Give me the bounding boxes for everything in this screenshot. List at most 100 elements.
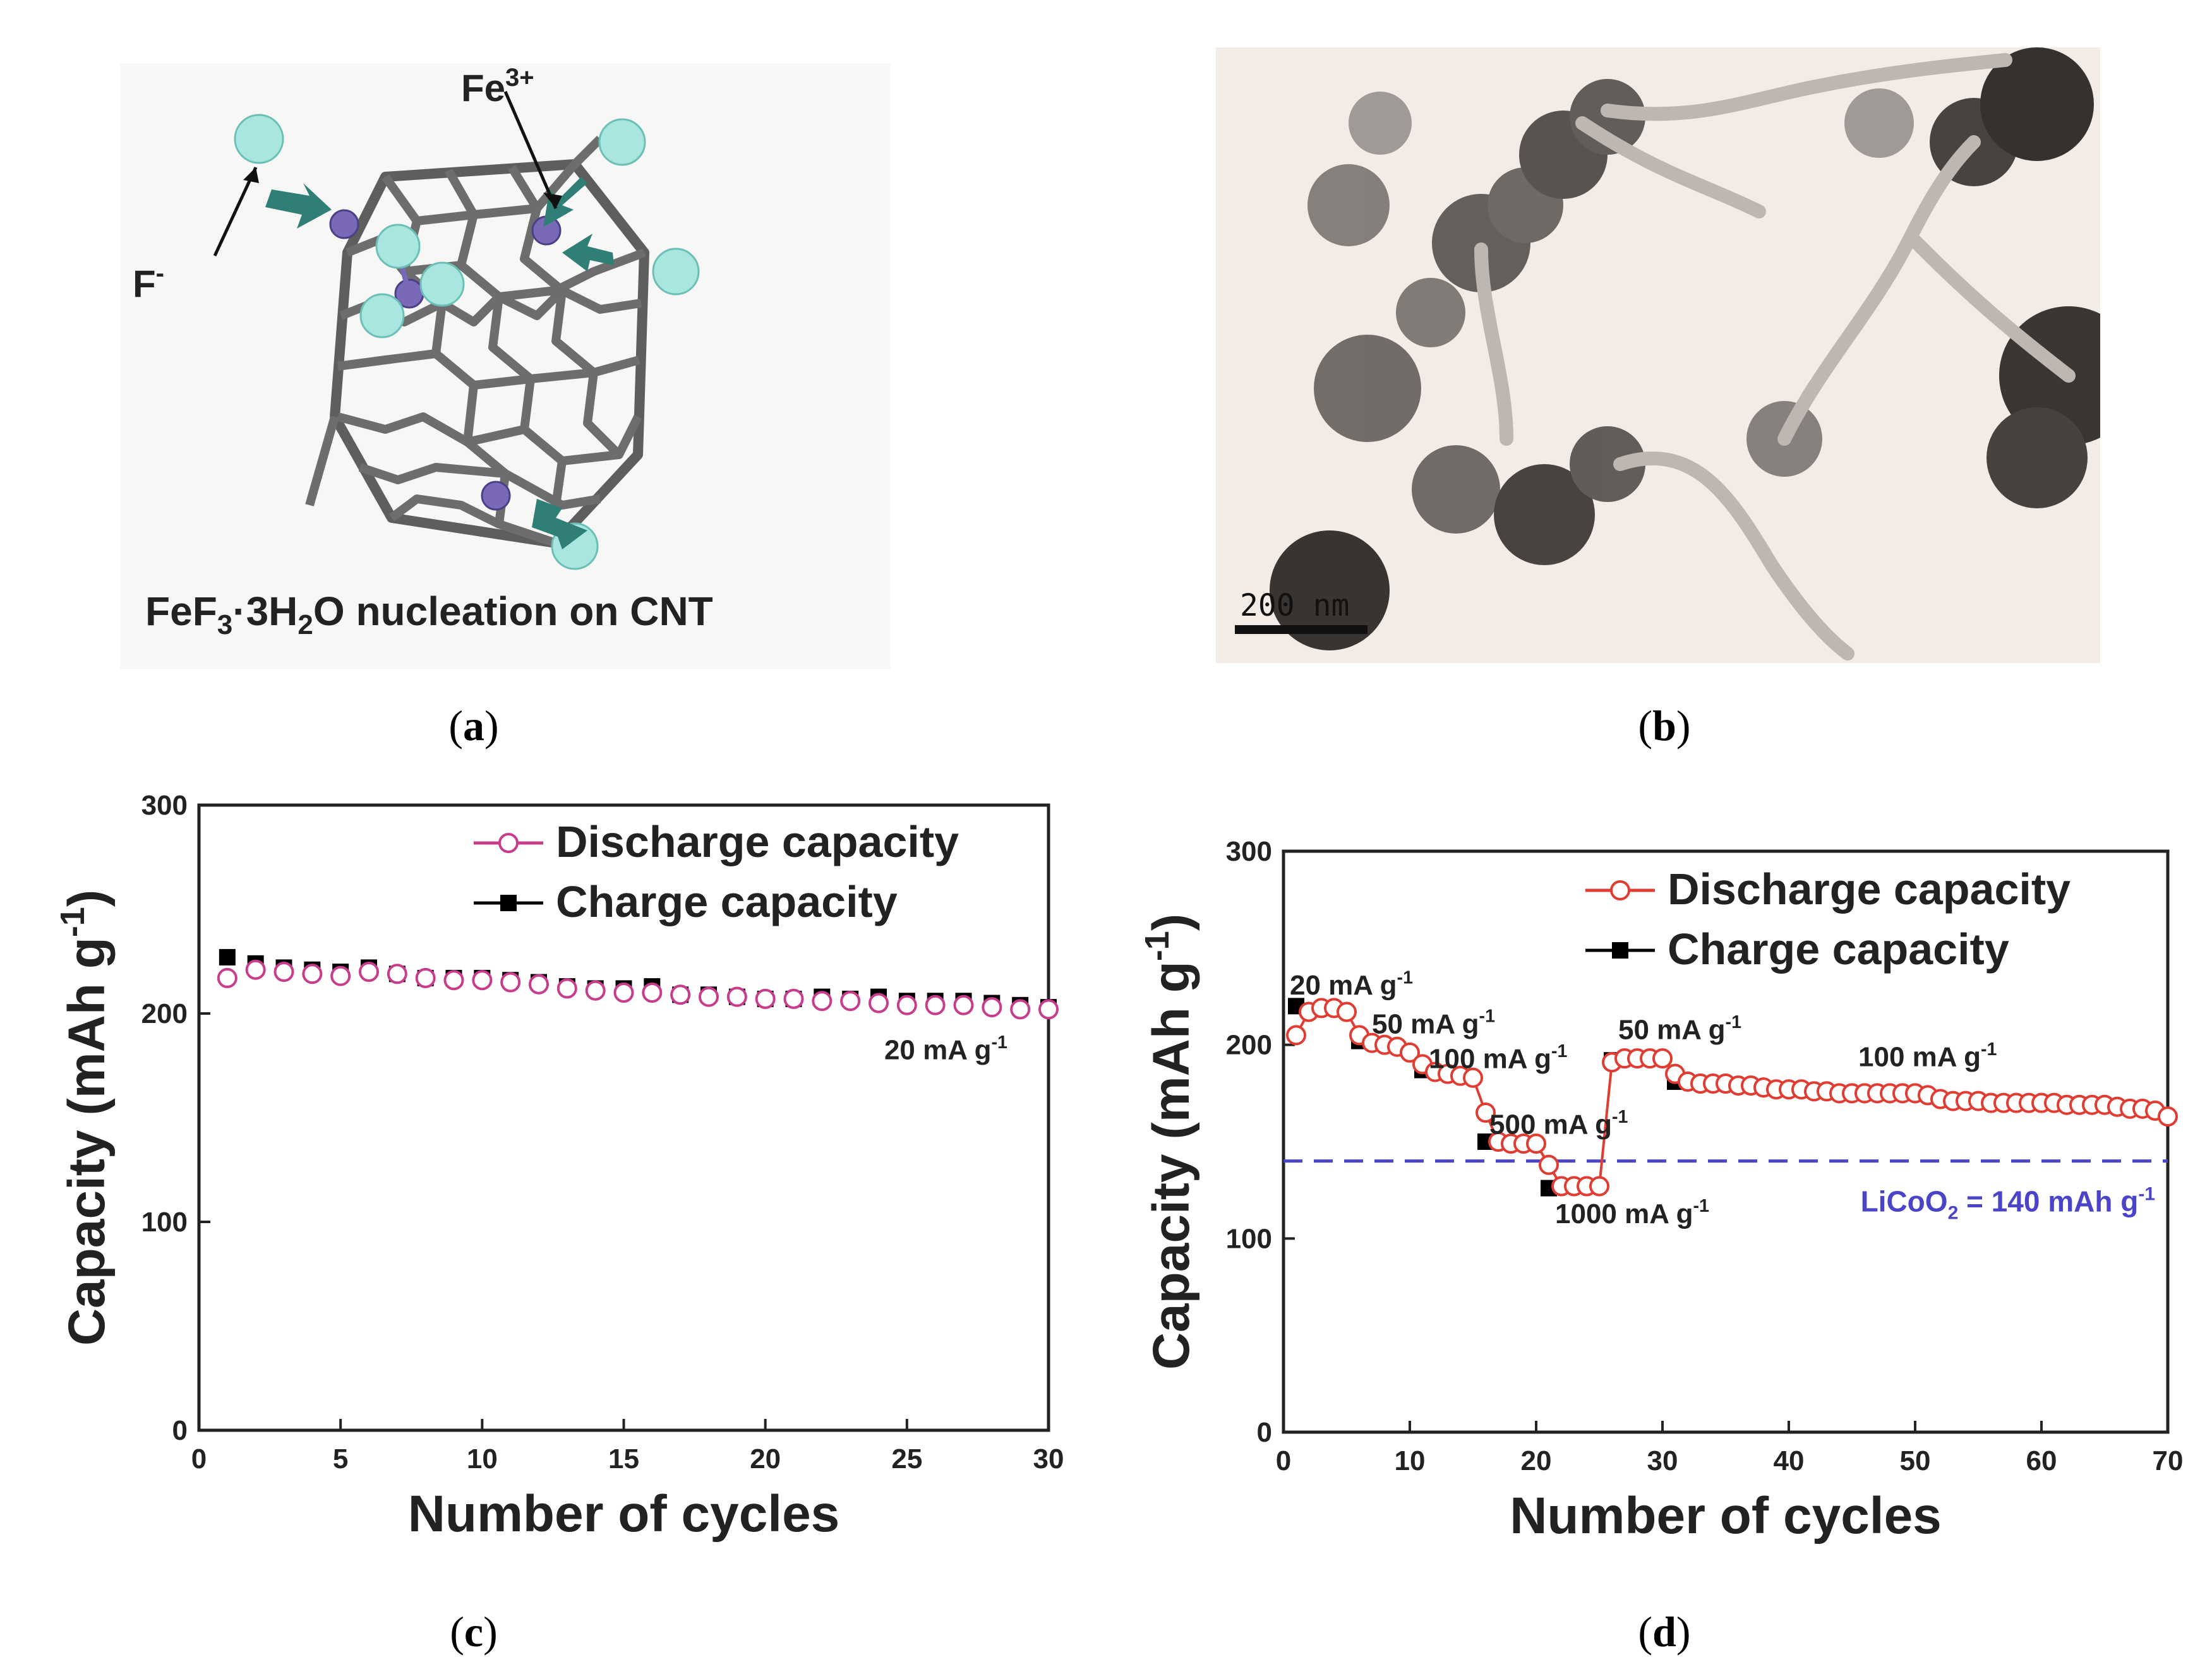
discharge-point	[1400, 1042, 1420, 1063]
fe-pointer-arrow	[503, 91, 558, 209]
discharge-point	[1337, 1001, 1357, 1022]
x-tick-label: 10	[467, 1444, 498, 1474]
discharge-point	[869, 993, 889, 1013]
discharge-point	[613, 983, 634, 1003]
x-tick-label: 25	[891, 1444, 922, 1474]
legend-entry: Charge capacity	[1585, 924, 2009, 974]
charge-point	[219, 948, 236, 966]
discharge-point	[1589, 1176, 1609, 1197]
panel-label-b: (b)	[1638, 702, 1691, 750]
y-axis-label: Capacity (mAh g-1)	[1138, 914, 1200, 1370]
rate-annotation: 20 mA g-1	[1290, 967, 1413, 1001]
discharge-point	[217, 967, 237, 988]
discharge-point	[812, 991, 833, 1012]
discharge-point	[726, 986, 747, 1007]
discharge-point	[359, 962, 379, 982]
y-axis-label: Capacity (mAh g-1)	[54, 890, 116, 1346]
legend-label: Charge capacity	[556, 877, 898, 926]
plot-frame	[1282, 849, 2170, 1434]
discharge-point	[500, 972, 521, 993]
panel-b-tem-image: 200 nm	[1216, 47, 2100, 663]
x-axis-label: Number of cycles	[408, 1485, 840, 1543]
f-label: F-	[133, 260, 164, 305]
scale-bar-label: 200 nm	[1240, 588, 1349, 623]
rate-annotation: 100 mA g-1	[1429, 1041, 1568, 1075]
x-tick-label: 50	[1900, 1445, 1931, 1476]
discharge-point	[982, 997, 1002, 1018]
discharge-point	[755, 988, 776, 1009]
rate-annotation: 50 mA g-1	[1618, 1012, 1741, 1046]
legend-label: Discharge capacity	[1668, 864, 2071, 914]
x-tick-label: 15	[608, 1444, 639, 1474]
discharge-point	[330, 966, 351, 986]
attraction-arrow-icons	[265, 177, 614, 549]
legend-entry: Charge capacity	[474, 877, 898, 926]
discharge-point	[443, 970, 464, 991]
panel-label-a: (a)	[448, 702, 499, 750]
panel-label-d: (d)	[1638, 1608, 1691, 1656]
discharge-point	[529, 974, 549, 995]
fe-atom-icons	[329, 209, 562, 511]
x-tick-label: 5	[333, 1444, 348, 1474]
discharge-point	[273, 962, 294, 982]
x-tick-label: 40	[1774, 1445, 1805, 1476]
discharge-point	[670, 984, 691, 1005]
f-pointer-arrow	[213, 166, 258, 257]
rate-annotation: 20 mA g-1	[884, 1032, 1007, 1066]
discharge-point	[585, 980, 606, 1001]
discharge-point	[245, 959, 266, 980]
legend-marker-circle	[498, 833, 519, 853]
discharge-point	[925, 995, 946, 1015]
y-tick-label: 300	[141, 790, 188, 821]
discharge-point	[840, 991, 861, 1012]
discharge-point	[953, 995, 974, 1015]
x-axis-label: Number of cycles	[1510, 1487, 1942, 1545]
y-tick-label: 0	[172, 1415, 188, 1446]
discharge-point	[1652, 1048, 1673, 1069]
rate-annotation: 1000 mA g-1	[1555, 1196, 1709, 1229]
panel-a-schematic: Fe3+ F- FeF3·3H2O nucleation on CNT	[120, 63, 891, 669]
discharge-point	[415, 967, 436, 988]
panel-a-caption: FeF3·3H2O nucleation on CNT	[145, 589, 713, 640]
legend-entry: Discharge capacity	[474, 817, 959, 866]
x-tick-label: 0	[191, 1444, 207, 1474]
discharge-point	[783, 988, 804, 1009]
rate-annotation: 500 mA g-1	[1489, 1107, 1628, 1140]
panel-a-background	[120, 63, 891, 669]
y-tick-label: 200	[1226, 1030, 1272, 1061]
discharge-point	[387, 964, 407, 984]
legend-label: Charge capacity	[1668, 924, 2009, 974]
rate-annotation: 50 mA g-1	[1372, 1007, 1495, 1040]
discharge-point	[1526, 1133, 1546, 1154]
y-axis-label-text: Capacity (mAh g-1)	[54, 890, 116, 1346]
discharge-point	[642, 983, 663, 1003]
legend-label: Discharge capacity	[556, 817, 959, 866]
y-tick-label: 100	[1226, 1223, 1272, 1254]
x-tick-label: 70	[2153, 1445, 2184, 1476]
legend-marker-square	[500, 895, 517, 911]
x-tick-label: 20	[750, 1444, 781, 1474]
discharge-point	[472, 970, 493, 991]
y-tick-label: 100	[141, 1207, 188, 1238]
fe-label: Fe3+	[461, 64, 534, 109]
discharge-point	[1463, 1067, 1483, 1088]
discharge-point	[1038, 999, 1059, 1020]
discharge-point	[2158, 1106, 2178, 1127]
legend-marker-circle	[1610, 880, 1630, 900]
y-tick-label: 200	[141, 998, 188, 1029]
discharge-point	[302, 964, 323, 984]
y-tick-label: 300	[1226, 836, 1272, 867]
scale-bar	[1235, 625, 1367, 634]
discharge-point	[556, 978, 577, 999]
x-tick-label: 20	[1521, 1445, 1552, 1476]
chart-d: 0 10 20 30 40 50 60 70 0 100 200 300 Number of cycle…	[1138, 836, 2184, 1545]
discharge-point	[1286, 1025, 1306, 1046]
discharge-point	[1010, 999, 1031, 1020]
legend-entry: Discharge capacity	[1585, 864, 2071, 914]
panel-label-c: (c)	[450, 1608, 498, 1656]
discharge-point	[896, 995, 917, 1015]
x-tick-label: 30	[1033, 1444, 1064, 1474]
legend-marker-square	[1612, 942, 1628, 959]
discharge-point	[699, 986, 719, 1007]
